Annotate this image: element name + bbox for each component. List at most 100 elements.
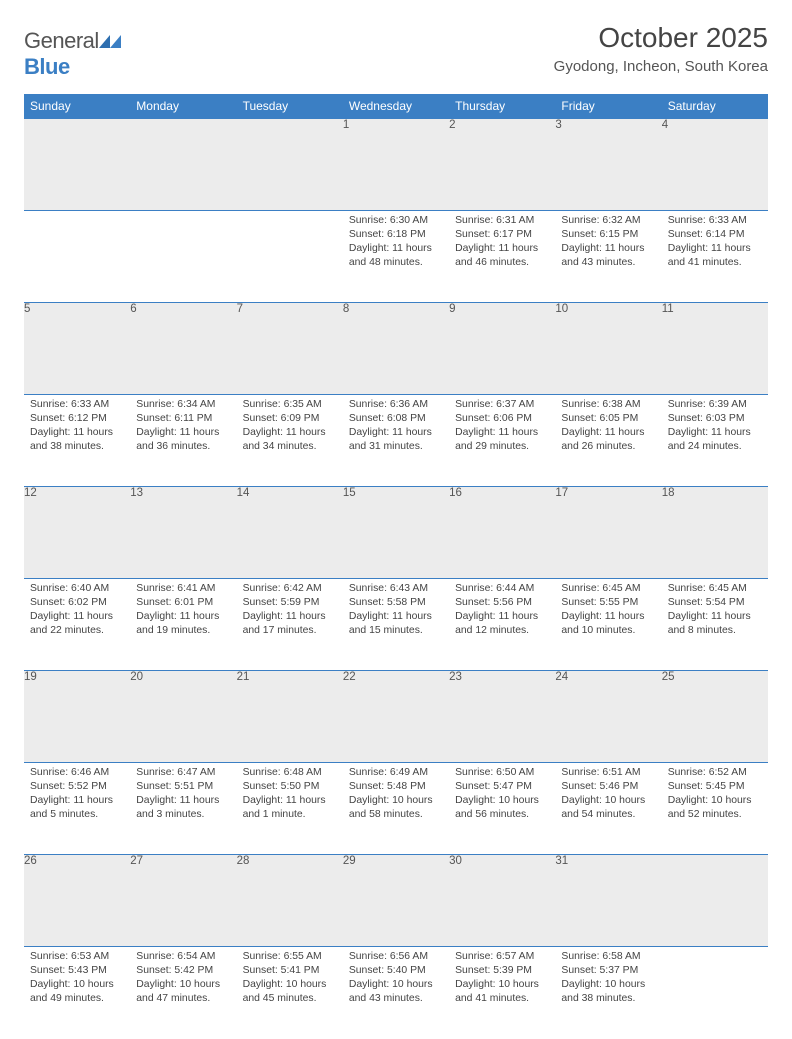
- day-cell: Sunrise: 6:57 AMSunset: 5:39 PMDaylight:…: [449, 947, 555, 1039]
- day-cell: Sunrise: 6:43 AMSunset: 5:58 PMDaylight:…: [343, 579, 449, 671]
- daylight-text: Daylight: 11 hours and 5 minutes.: [30, 794, 124, 822]
- sunset-text: Sunset: 5:52 PM: [30, 780, 124, 794]
- day-cell-content: Sunrise: 6:30 AMSunset: 6:18 PMDaylight:…: [343, 211, 449, 274]
- day-cell-content: Sunrise: 6:37 AMSunset: 6:06 PMDaylight:…: [449, 395, 555, 458]
- day-cell-content: Sunrise: 6:51 AMSunset: 5:46 PMDaylight:…: [555, 763, 661, 826]
- day-cell-content: Sunrise: 6:45 AMSunset: 5:54 PMDaylight:…: [662, 579, 768, 642]
- sunrise-text: Sunrise: 6:43 AM: [349, 582, 443, 596]
- day-content-row: Sunrise: 6:53 AMSunset: 5:43 PMDaylight:…: [24, 947, 768, 1039]
- daylight-text: Daylight: 11 hours and 17 minutes.: [243, 610, 337, 638]
- day-cell-content: Sunrise: 6:55 AMSunset: 5:41 PMDaylight:…: [237, 947, 343, 1010]
- day-number-row: 19202122232425: [24, 671, 768, 763]
- day-cell-content: Sunrise: 6:48 AMSunset: 5:50 PMDaylight:…: [237, 763, 343, 826]
- sunset-text: Sunset: 6:14 PM: [668, 228, 762, 242]
- day-number-row: 12131415161718: [24, 487, 768, 579]
- day-number: 24: [555, 671, 661, 763]
- sunset-text: Sunset: 6:09 PM: [243, 412, 337, 426]
- daylight-text: Daylight: 11 hours and 10 minutes.: [561, 610, 655, 638]
- day-cell-content: Sunrise: 6:39 AMSunset: 6:03 PMDaylight:…: [662, 395, 768, 458]
- sunrise-text: Sunrise: 6:45 AM: [668, 582, 762, 596]
- sunrise-text: Sunrise: 6:56 AM: [349, 950, 443, 964]
- day-cell-content: Sunrise: 6:50 AMSunset: 5:47 PMDaylight:…: [449, 763, 555, 826]
- day-number: 8: [343, 303, 449, 395]
- day-number: 7: [237, 303, 343, 395]
- daylight-text: Daylight: 11 hours and 34 minutes.: [243, 426, 337, 454]
- daylight-text: Daylight: 11 hours and 15 minutes.: [349, 610, 443, 638]
- day-cell-empty: [237, 211, 343, 303]
- day-cell: Sunrise: 6:47 AMSunset: 5:51 PMDaylight:…: [130, 763, 236, 855]
- day-cell-empty: [24, 211, 130, 303]
- sunrise-text: Sunrise: 6:58 AM: [561, 950, 655, 964]
- weekday-header: Saturday: [662, 94, 768, 119]
- sunset-text: Sunset: 6:01 PM: [136, 596, 230, 610]
- sunrise-text: Sunrise: 6:32 AM: [561, 214, 655, 228]
- sunset-text: Sunset: 6:17 PM: [455, 228, 549, 242]
- day-cell: Sunrise: 6:32 AMSunset: 6:15 PMDaylight:…: [555, 211, 661, 303]
- day-cell-empty: [662, 947, 768, 1039]
- daylight-text: Daylight: 10 hours and 54 minutes.: [561, 794, 655, 822]
- day-content-row: Sunrise: 6:30 AMSunset: 6:18 PM Daylight:…: [24, 211, 768, 303]
- day-number: 19: [24, 671, 130, 763]
- sunset-text: Sunset: 6:18 PM: [349, 228, 443, 242]
- day-cell-content: Sunrise: 6:53 AMSunset: 5:43 PMDaylight:…: [24, 947, 130, 1010]
- day-number: 18: [662, 487, 768, 579]
- sunrise-text: Sunrise: 6:41 AM: [136, 582, 230, 596]
- day-cell-content: Sunrise: 6:32 AMSunset: 6:15 PMDaylight:…: [555, 211, 661, 274]
- sunrise-text: Sunrise: 6:35 AM: [243, 398, 337, 412]
- day-number: 29: [343, 855, 449, 947]
- sunset-text: Sunset: 6:03 PM: [668, 412, 762, 426]
- day-cell-content: Sunrise: 6:58 AMSunset: 5:37 PMDaylight:…: [555, 947, 661, 1010]
- daylight-text: Daylight: 11 hours and 29 minutes.: [455, 426, 549, 454]
- daylight-text: Daylight: 11 hours and 8 minutes.: [668, 610, 762, 638]
- daylight-text: Daylight: 11 hours and 41 minutes.: [668, 242, 762, 270]
- flag-icon: [99, 28, 121, 53]
- day-number-row: 567891011: [24, 303, 768, 395]
- day-number: 15: [343, 487, 449, 579]
- location-subtitle: Gyodong, Incheon, South Korea: [554, 58, 768, 75]
- day-cell: Sunrise: 6:55 AMSunset: 5:41 PMDaylight:…: [237, 947, 343, 1039]
- sunset-text: Sunset: 5:58 PM: [349, 596, 443, 610]
- day-number: 26: [24, 855, 130, 947]
- day-cell-content: Sunrise: 6:57 AMSunset: 5:39 PMDaylight:…: [449, 947, 555, 1010]
- daylight-text: Daylight: 11 hours and 3 minutes.: [136, 794, 230, 822]
- sunrise-text: Sunrise: 6:36 AM: [349, 398, 443, 412]
- day-content-row: Sunrise: 6:33 AMSunset: 6:12 PMDaylight:…: [24, 395, 768, 487]
- sunset-text: Sunset: 6:11 PM: [136, 412, 230, 426]
- day-cell: Sunrise: 6:56 AMSunset: 5:40 PMDaylight:…: [343, 947, 449, 1039]
- day-number: 28: [237, 855, 343, 947]
- sunrise-text: Sunrise: 6:55 AM: [243, 950, 337, 964]
- day-cell: Sunrise: 6:34 AMSunset: 6:11 PMDaylight:…: [130, 395, 236, 487]
- daylight-text: Daylight: 11 hours and 43 minutes.: [561, 242, 655, 270]
- day-cell-content: Sunrise: 6:54 AMSunset: 5:42 PMDaylight:…: [130, 947, 236, 1010]
- sunrise-text: Sunrise: 6:42 AM: [243, 582, 337, 596]
- day-cell-content: Sunrise: 6:49 AMSunset: 5:48 PMDaylight:…: [343, 763, 449, 826]
- day-number: 23: [449, 671, 555, 763]
- day-cell-content: Sunrise: 6:47 AMSunset: 5:51 PMDaylight:…: [130, 763, 236, 826]
- day-cell: Sunrise: 6:58 AMSunset: 5:37 PMDaylight:…: [555, 947, 661, 1039]
- day-number: 30: [449, 855, 555, 947]
- day-cell-content: Sunrise: 6:40 AMSunset: 6:02 PMDaylight:…: [24, 579, 130, 642]
- day-number: 21: [237, 671, 343, 763]
- day-cell: Sunrise: 6:31 AMSunset: 6:17 PMDaylight:…: [449, 211, 555, 303]
- day-cell-content: Sunrise: 6:36 AMSunset: 6:08 PMDaylight:…: [343, 395, 449, 458]
- daylight-text: Daylight: 11 hours and 36 minutes.: [136, 426, 230, 454]
- day-number-row: 1234: [24, 119, 768, 211]
- day-cell-content: Sunrise: 6:45 AMSunset: 5:55 PMDaylight:…: [555, 579, 661, 642]
- calendar-header-row: SundayMondayTuesdayWednesdayThursdayFrid…: [24, 94, 768, 119]
- day-cell-content: Sunrise: 6:43 AMSunset: 5:58 PMDaylight:…: [343, 579, 449, 642]
- daylight-text: Daylight: 11 hours and 24 minutes.: [668, 426, 762, 454]
- day-cell: Sunrise: 6:39 AMSunset: 6:03 PMDaylight:…: [662, 395, 768, 487]
- sunrise-text: Sunrise: 6:30 AM: [349, 214, 443, 228]
- day-cell: Sunrise: 6:37 AMSunset: 6:06 PMDaylight:…: [449, 395, 555, 487]
- sunrise-text: Sunrise: 6:33 AM: [30, 398, 124, 412]
- sunset-text: Sunset: 5:54 PM: [668, 596, 762, 610]
- month-title: October 2025: [554, 22, 768, 54]
- sunrise-text: Sunrise: 6:46 AM: [30, 766, 124, 780]
- day-cell: Sunrise: 6:50 AMSunset: 5:47 PMDaylight:…: [449, 763, 555, 855]
- day-cell: Sunrise: 6:52 AMSunset: 5:45 PMDaylight:…: [662, 763, 768, 855]
- day-number: 22: [343, 671, 449, 763]
- day-number: 31: [555, 855, 661, 947]
- daylight-text: Daylight: 10 hours and 45 minutes.: [243, 978, 337, 1006]
- day-number: 17: [555, 487, 661, 579]
- day-content-row: Sunrise: 6:40 AMSunset: 6:02 PMDaylight:…: [24, 579, 768, 671]
